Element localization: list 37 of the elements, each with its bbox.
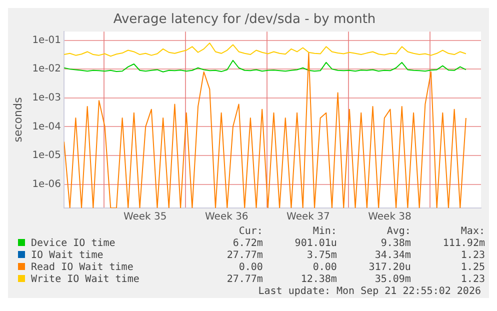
x-tick-label: Week 37 [286, 212, 330, 223]
text: 9.38m [380, 238, 412, 250]
legend-label: Write IO Wait time [31, 274, 140, 285]
text: 111.92m [442, 238, 486, 250]
x-tick-label: Week 38 [368, 212, 412, 223]
text: Last update: Mon Sep 21 22:55:02 2026 [257, 286, 482, 298]
y-tick-label: 1e-03 [32, 92, 62, 104]
y-tick-label: 1e-01 [32, 34, 62, 46]
text: 0.00 [238, 262, 264, 274]
x-tick-label: Week 35 [123, 212, 167, 223]
y-tick-label: 1e-04 [32, 121, 62, 132]
text: Cur: [238, 226, 264, 238]
text: 6.72m [232, 238, 264, 250]
x-tick-label: Week 36 [205, 212, 248, 223]
legend-label: Device IO time [31, 238, 116, 249]
text: 3.75m [306, 250, 338, 262]
text: 0.00 [312, 262, 338, 274]
text: 1.23 [460, 250, 486, 262]
text: 901.01u [294, 238, 338, 250]
text: Avg: [386, 226, 412, 238]
y-tick-label: 1e-02 [32, 64, 62, 75]
text: 12.38m [300, 274, 338, 286]
text: 1.23 [460, 274, 486, 286]
y-tick-label: 1e-05 [32, 150, 62, 162]
text: 34.34m [374, 250, 412, 262]
y-tick-label: 1e-06 [32, 178, 62, 190]
text: 27.77m [226, 274, 264, 286]
text: 35.09m [374, 274, 412, 286]
legend-label: Read IO Wait time [31, 262, 134, 273]
chart-title: Average latency for /dev/sda - by month [113, 12, 376, 28]
text: 1.25 [460, 262, 486, 274]
text: 27.77m [226, 250, 264, 262]
y-axis-title: seconds [11, 97, 24, 142]
text: 317.20u [368, 262, 412, 274]
legend-label: IO Wait time [31, 250, 104, 261]
text: Max: [460, 226, 486, 238]
text: Min: [312, 226, 338, 238]
